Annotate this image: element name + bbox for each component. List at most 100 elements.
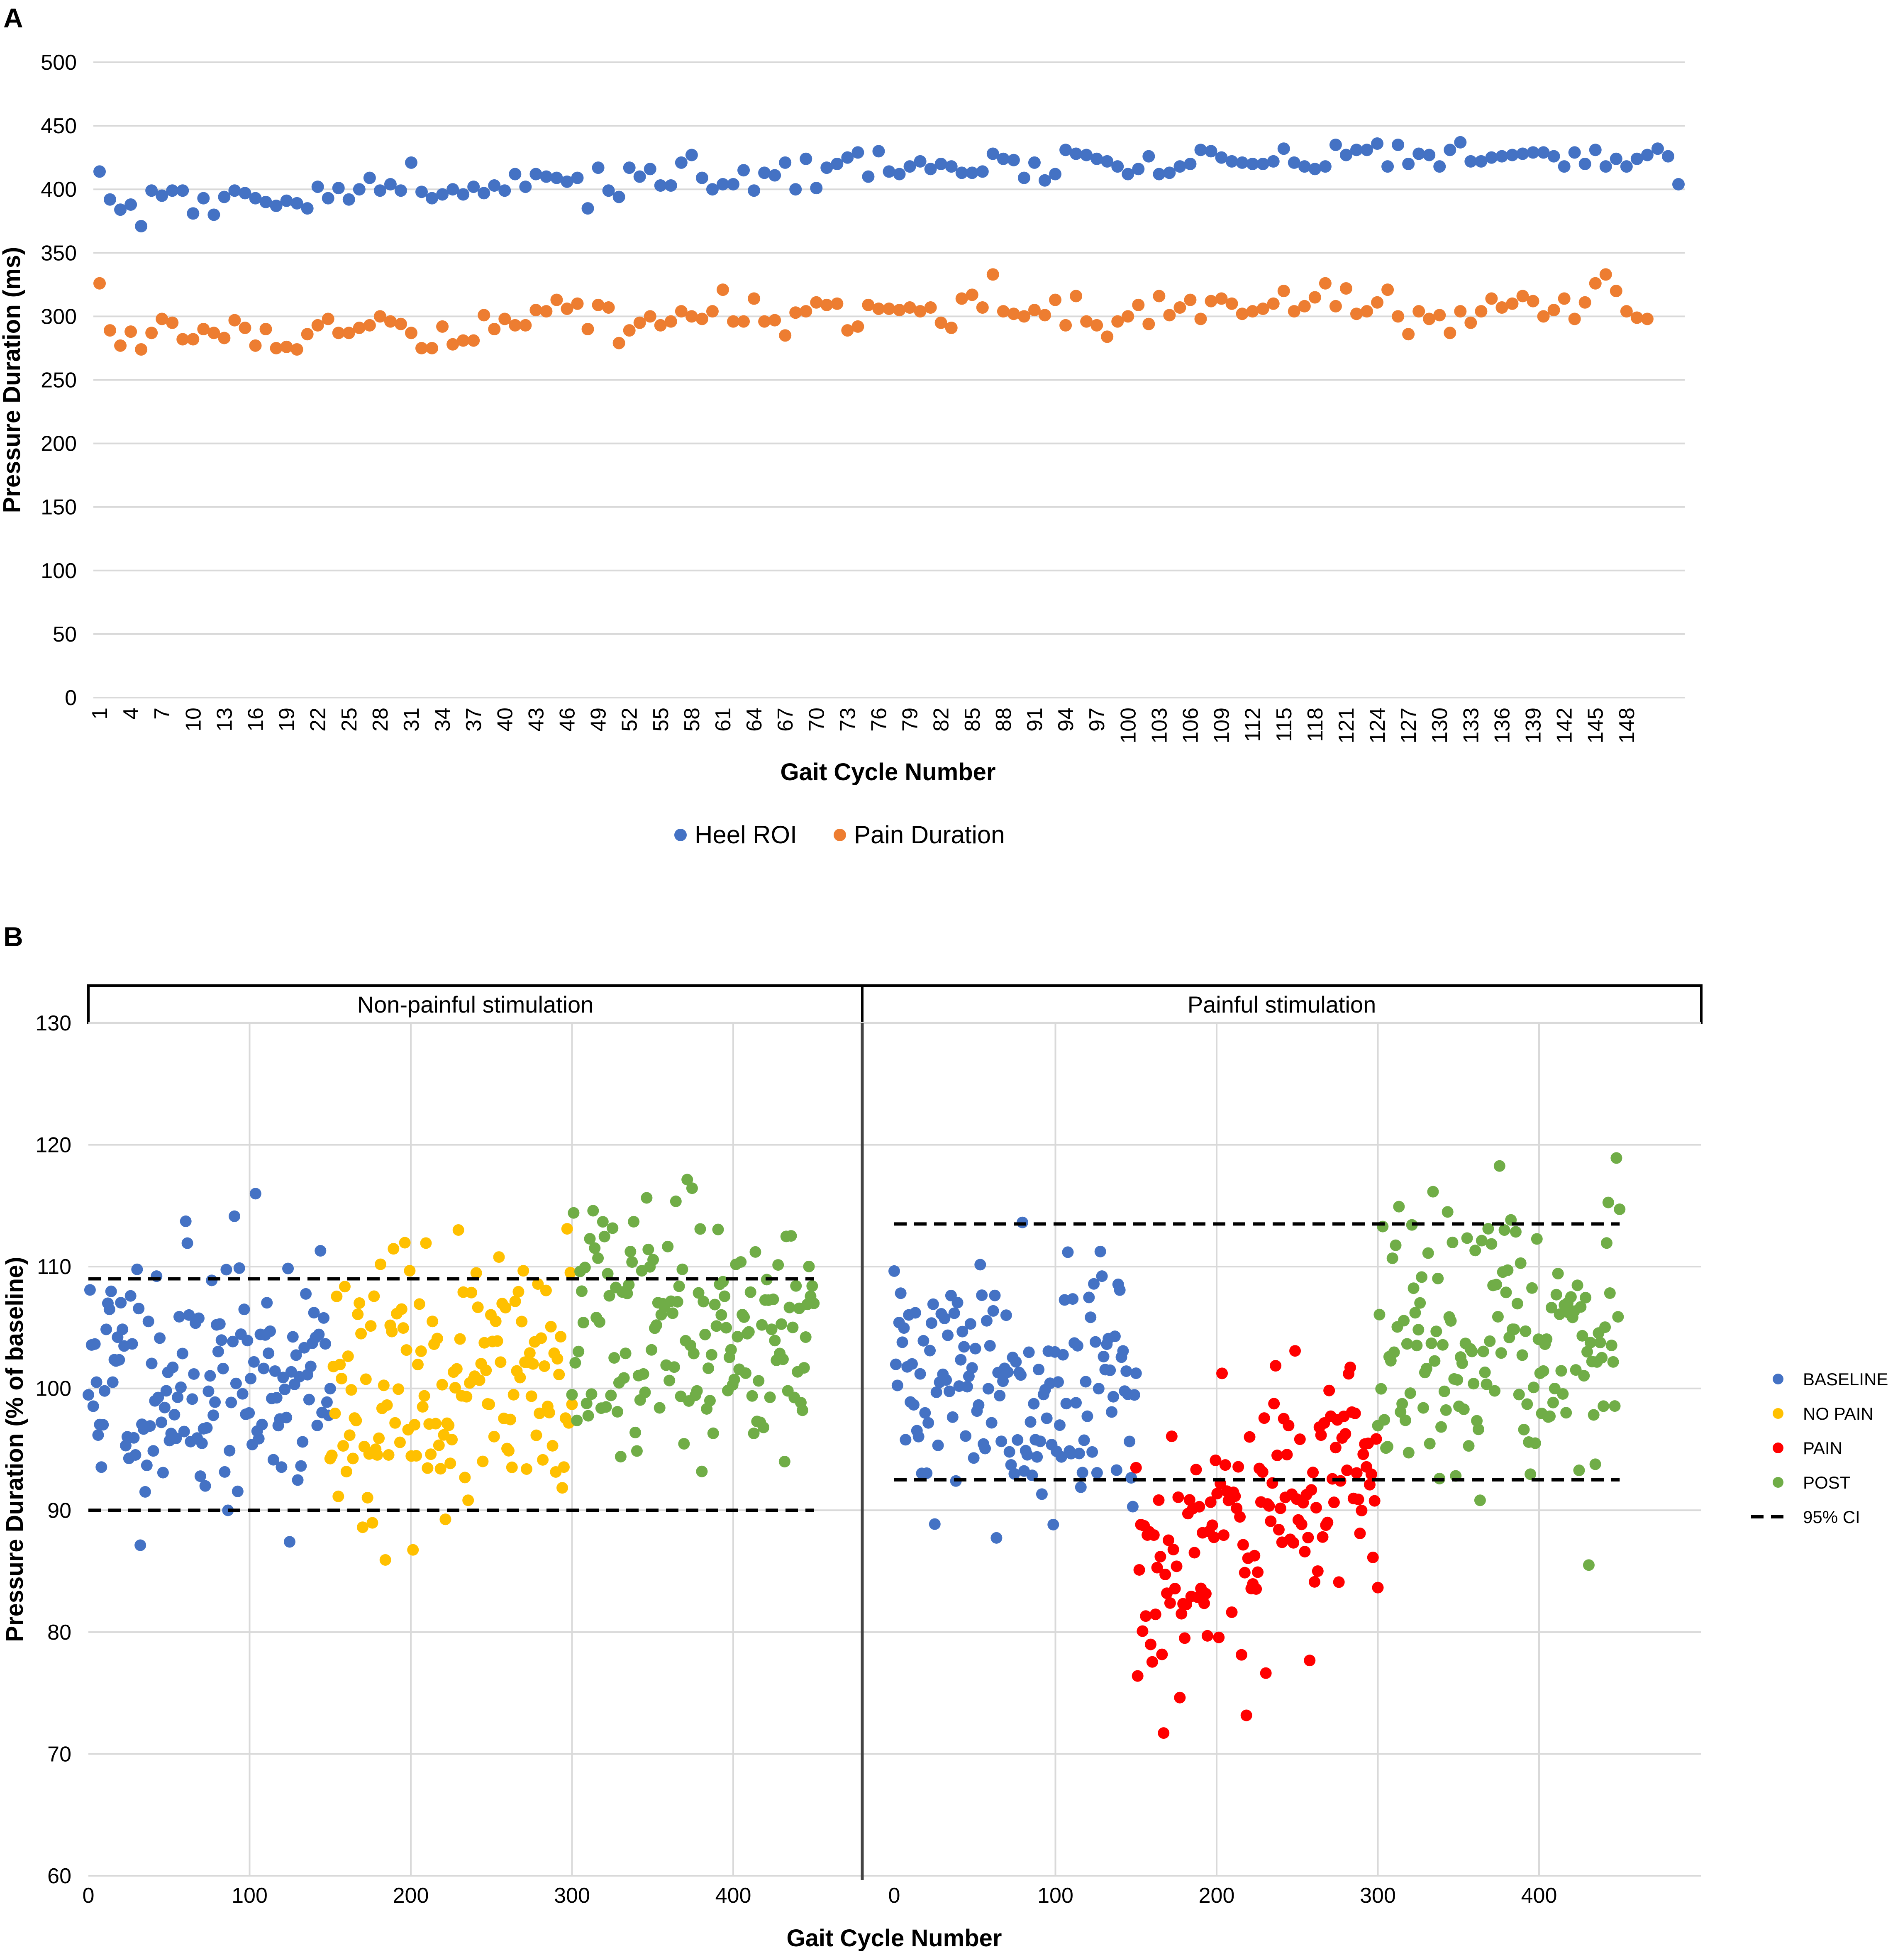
- point-b-2-post-150: [1614, 1203, 1626, 1216]
- point-b-2-post-26: [1412, 1324, 1425, 1336]
- point-b-2-pain-94: [1281, 1449, 1293, 1461]
- point-a-heel-roi-79: [903, 160, 916, 173]
- point-a-pain-duration-129: [1423, 312, 1436, 325]
- point-b-2-post-37: [1430, 1325, 1442, 1338]
- point-b-2-pain-67: [1237, 1539, 1249, 1551]
- point-b-2-baseline-48: [964, 1318, 976, 1330]
- point-b-2-baseline-142: [1117, 1345, 1129, 1357]
- point-a-heel-roi-28: [373, 184, 386, 197]
- point-b-2-baseline-118: [1078, 1434, 1090, 1446]
- point-b-2-pain-47: [1205, 1496, 1217, 1508]
- point-a-heel-roi-142: [1558, 160, 1571, 173]
- point-b-1-no-pain-20: [355, 1328, 367, 1340]
- point-a-pain-duration-19: [280, 340, 293, 353]
- point-b-1-post-105: [735, 1256, 747, 1268]
- point-b-1-no-pain-150: [566, 1399, 578, 1411]
- point-b-1-post-87: [705, 1349, 717, 1361]
- point-b-1-no-pain-32: [374, 1258, 386, 1270]
- point-b-2-post-92: [1520, 1325, 1532, 1337]
- point-b-1-post-145: [800, 1331, 812, 1343]
- point-b-1-post-22: [600, 1401, 612, 1413]
- xtick-a-46: 46: [555, 708, 579, 732]
- point-b-2-baseline-37: [946, 1411, 959, 1423]
- point-b-1-baseline-82: [214, 1318, 226, 1330]
- point-b-2-post-79: [1498, 1224, 1510, 1236]
- xtick-b-1-200: 200: [393, 1884, 429, 1908]
- ytick-b-60: 60: [47, 1864, 71, 1888]
- point-a-pain-duration-103: [1153, 290, 1166, 303]
- point-a-heel-roi-74: [851, 146, 864, 159]
- point-b-2-post-53: [1456, 1357, 1468, 1369]
- point-b-1-post-3: [569, 1357, 581, 1369]
- point-a-pain-duration-149: [1630, 311, 1643, 324]
- point-b-1-no-pain-134: [540, 1284, 552, 1296]
- point-b-1-post-111: [744, 1286, 756, 1298]
- point-a-pain-duration-124: [1371, 296, 1384, 309]
- legend-b-label-no-pain: NO PAIN: [1803, 1404, 1873, 1423]
- point-a-pain-duration-62: [727, 315, 740, 328]
- point-a-pain-duration-73: [841, 324, 854, 337]
- point-b-2-pain-137: [1351, 1467, 1363, 1479]
- point-a-heel-roi-23: [322, 192, 334, 205]
- point-a-heel-roi-85: [966, 166, 978, 179]
- point-b-1-no-pain-19: [354, 1297, 366, 1309]
- point-a-pain-duration-128: [1412, 305, 1425, 318]
- point-b-2-pain-136: [1349, 1407, 1361, 1419]
- point-b-2-pain-80: [1258, 1412, 1270, 1424]
- point-a-pain-duration-91: [1028, 304, 1041, 317]
- point-a-pain-duration-39: [488, 323, 501, 336]
- point-b-1-baseline-143: [313, 1328, 325, 1340]
- point-a-pain-duration-127: [1402, 328, 1415, 341]
- point-b-2-baseline-72: [1003, 1446, 1015, 1458]
- ytick-b-120: 120: [35, 1133, 71, 1157]
- point-a-heel-roi-19: [280, 194, 293, 207]
- point-b-1-post-29: [612, 1406, 624, 1418]
- xtick-a-7: 7: [150, 708, 174, 720]
- point-b-1-post-13: [585, 1388, 598, 1400]
- point-b-2-baseline-103: [1054, 1419, 1066, 1431]
- point-a-heel-roi-140: [1537, 146, 1550, 159]
- point-a-heel-roi-82: [934, 157, 947, 170]
- point-b-1-post-18: [593, 1316, 605, 1328]
- point-a-pain-duration-134: [1475, 305, 1488, 318]
- point-a-heel-roi-114: [1267, 155, 1280, 168]
- point-b-2-pain-81: [1260, 1667, 1272, 1679]
- point-a-pain-duration-27: [363, 319, 376, 332]
- point-b-1-post-131: [777, 1353, 789, 1365]
- point-a-heel-roi-149: [1630, 152, 1643, 165]
- point-b-2-post-95: [1525, 1468, 1537, 1480]
- point-a-pain-duration-132: [1454, 305, 1467, 318]
- point-b-1-no-pain-48: [400, 1344, 412, 1356]
- point-a-pain-duration-148: [1620, 305, 1633, 318]
- point-b-1-baseline-117: [271, 1392, 283, 1404]
- point-b-1-baseline-30: [129, 1449, 141, 1461]
- point-b-2-post-81: [1502, 1264, 1514, 1276]
- point-a-heel-roi-42: [519, 181, 532, 193]
- point-a-heel-roi-91: [1028, 156, 1041, 169]
- point-a-pain-duration-94: [1059, 319, 1072, 332]
- point-a-pain-duration-69: [800, 305, 812, 318]
- ytick-a-50: 50: [53, 622, 77, 647]
- point-b-2-pain-87: [1270, 1360, 1282, 1372]
- point-a-heel-roi-146: [1599, 160, 1612, 173]
- point-b-2-pain-147: [1367, 1551, 1379, 1563]
- point-b-1-baseline-11: [99, 1385, 111, 1397]
- point-b-2-pain-102: [1294, 1433, 1306, 1445]
- point-a-pain-duration-59: [695, 312, 708, 325]
- point-b-2-post-64: [1474, 1494, 1486, 1506]
- point-b-1-post-27: [608, 1352, 620, 1364]
- point-a-heel-roi-105: [1173, 160, 1186, 173]
- point-b-1-no-pain-75: [444, 1457, 456, 1469]
- point-a-pain-duration-70: [810, 296, 823, 309]
- point-b-1-no-pain-2: [326, 1449, 338, 1461]
- point-b-1-post-4: [571, 1414, 583, 1426]
- point-b-2-post-74: [1490, 1279, 1503, 1291]
- point-b-2-baseline-124: [1088, 1278, 1100, 1290]
- point-a-pain-duration-102: [1142, 317, 1155, 330]
- point-b-1-post-130: [776, 1318, 788, 1330]
- panel-label-b: B: [3, 921, 23, 952]
- point-b-2-baseline-19: [917, 1335, 929, 1347]
- point-a-heel-roi-13: [218, 190, 231, 203]
- xtick-a-34: 34: [431, 708, 455, 732]
